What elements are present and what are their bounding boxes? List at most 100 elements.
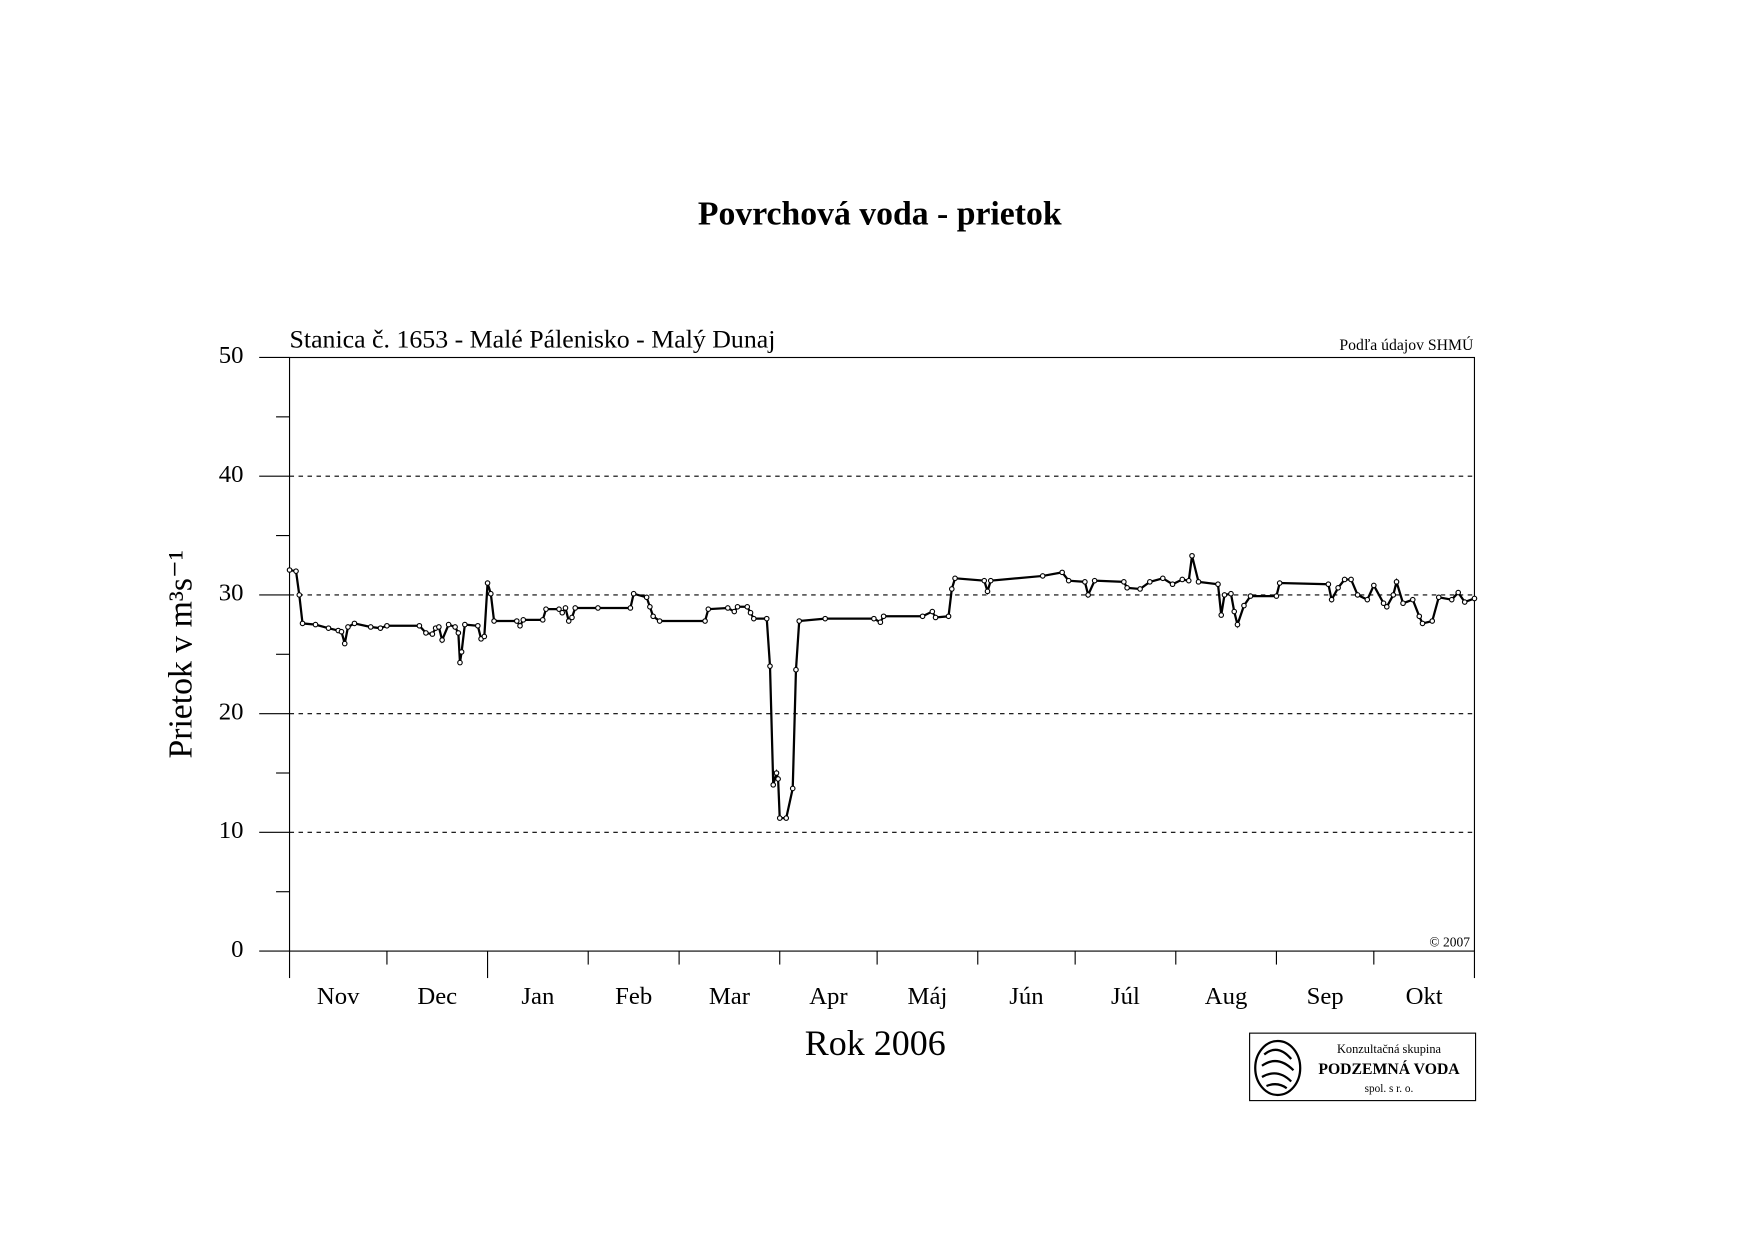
source: Podľa údajov SHMÚ [1339, 335, 1474, 354]
data-point [325, 625, 332, 631]
data-point [562, 605, 569, 611]
data-point [763, 615, 770, 622]
data-point [1185, 577, 1192, 584]
data-point [1390, 592, 1397, 598]
data-point [475, 622, 481, 629]
data-point [919, 613, 926, 620]
data-point [1416, 613, 1423, 620]
data-point [702, 618, 708, 624]
data-point [293, 568, 299, 574]
data-point [491, 618, 497, 624]
data-point [595, 605, 601, 611]
data-point [650, 613, 656, 620]
data-point [539, 617, 546, 623]
logo-bottom: spol. s r. o. [1365, 1083, 1414, 1095]
data-point [455, 630, 462, 636]
data-point [1341, 576, 1348, 583]
data-point [776, 815, 783, 821]
data-point [630, 590, 637, 597]
data-point [796, 618, 803, 624]
y-tick-label: 10 [219, 817, 244, 844]
data-point [1348, 576, 1354, 583]
data-point [513, 618, 520, 624]
data-point [1231, 608, 1238, 615]
data-point [1380, 600, 1387, 607]
data-point [436, 624, 442, 630]
data-point [1137, 586, 1143, 592]
x-axis-title: Rok 2006 [805, 1023, 946, 1063]
x-tick-label: Sep [1307, 983, 1344, 1010]
x-tick-label: Dec [417, 983, 457, 1010]
data-point [1124, 584, 1130, 591]
data-point [416, 622, 423, 629]
data-point [1189, 552, 1195, 559]
data-point [932, 614, 939, 621]
y-axis-title: Prietok v m³s⁻¹ [163, 550, 200, 759]
data-point [773, 770, 780, 776]
data-point [1354, 592, 1361, 598]
data-point [367, 624, 374, 630]
data-point [452, 624, 458, 630]
data-point [488, 590, 494, 597]
data-point [1335, 584, 1341, 591]
data-point [1471, 595, 1478, 602]
data-point [952, 575, 958, 582]
x-tick-label: Máj [908, 983, 948, 1010]
data-point [457, 659, 463, 666]
chart-title: Povrchová voda - prietok [698, 196, 1062, 233]
data-point [1228, 590, 1234, 597]
data-point [880, 613, 887, 620]
data-point [1221, 592, 1228, 598]
data-point [981, 577, 988, 584]
data-point [341, 640, 348, 647]
y-tick-label: 20 [219, 698, 244, 725]
x-tick-label: Okt [1406, 983, 1443, 1010]
data-point [1121, 579, 1127, 585]
data-point [1325, 581, 1332, 588]
data-point [647, 603, 653, 610]
data-point [1085, 592, 1091, 598]
data-point [1364, 596, 1371, 603]
data-point [734, 603, 741, 610]
data-point [312, 621, 319, 628]
plot-frame [288, 356, 1476, 952]
subtitle: Stanica č. 1653 - Malé Pálenisko - Malý … [290, 325, 776, 354]
data-point [747, 609, 754, 616]
data-point [1195, 579, 1202, 585]
data-point [822, 615, 828, 622]
data-point [1400, 600, 1406, 607]
data-point [1371, 582, 1377, 589]
data-point [429, 631, 436, 637]
data-point [783, 815, 790, 821]
y-tick-label: 40 [219, 461, 244, 488]
data-point [384, 622, 390, 629]
data-point [1448, 596, 1455, 603]
logo: Konzultačná skupina PODZEMNÁ VODA spol. … [1249, 1032, 1477, 1102]
y-tick-label: 0 [231, 936, 243, 963]
x-tick-label: Jún [1009, 983, 1043, 1010]
x-tick-label: Júl [1111, 983, 1140, 1010]
data-point [1455, 589, 1462, 596]
data-point [1393, 579, 1400, 585]
data-point [345, 624, 351, 630]
data-point [705, 606, 712, 612]
data-point [1169, 581, 1176, 588]
data-point [1328, 596, 1335, 603]
x-tick-label: Nov [317, 983, 360, 1010]
data-point [1419, 620, 1426, 627]
x-tick-label: Apr [809, 983, 848, 1010]
data-point [1461, 599, 1468, 605]
data-point [1147, 579, 1153, 585]
data-point [984, 588, 991, 595]
data-point [565, 618, 572, 624]
data-point [484, 580, 491, 586]
y-tick-label: 50 [219, 342, 244, 369]
data-point [627, 605, 634, 611]
data-point [520, 617, 527, 623]
data-point [656, 618, 663, 624]
data-point [1082, 579, 1088, 585]
data-point [1179, 576, 1186, 583]
data-point [1065, 577, 1072, 584]
